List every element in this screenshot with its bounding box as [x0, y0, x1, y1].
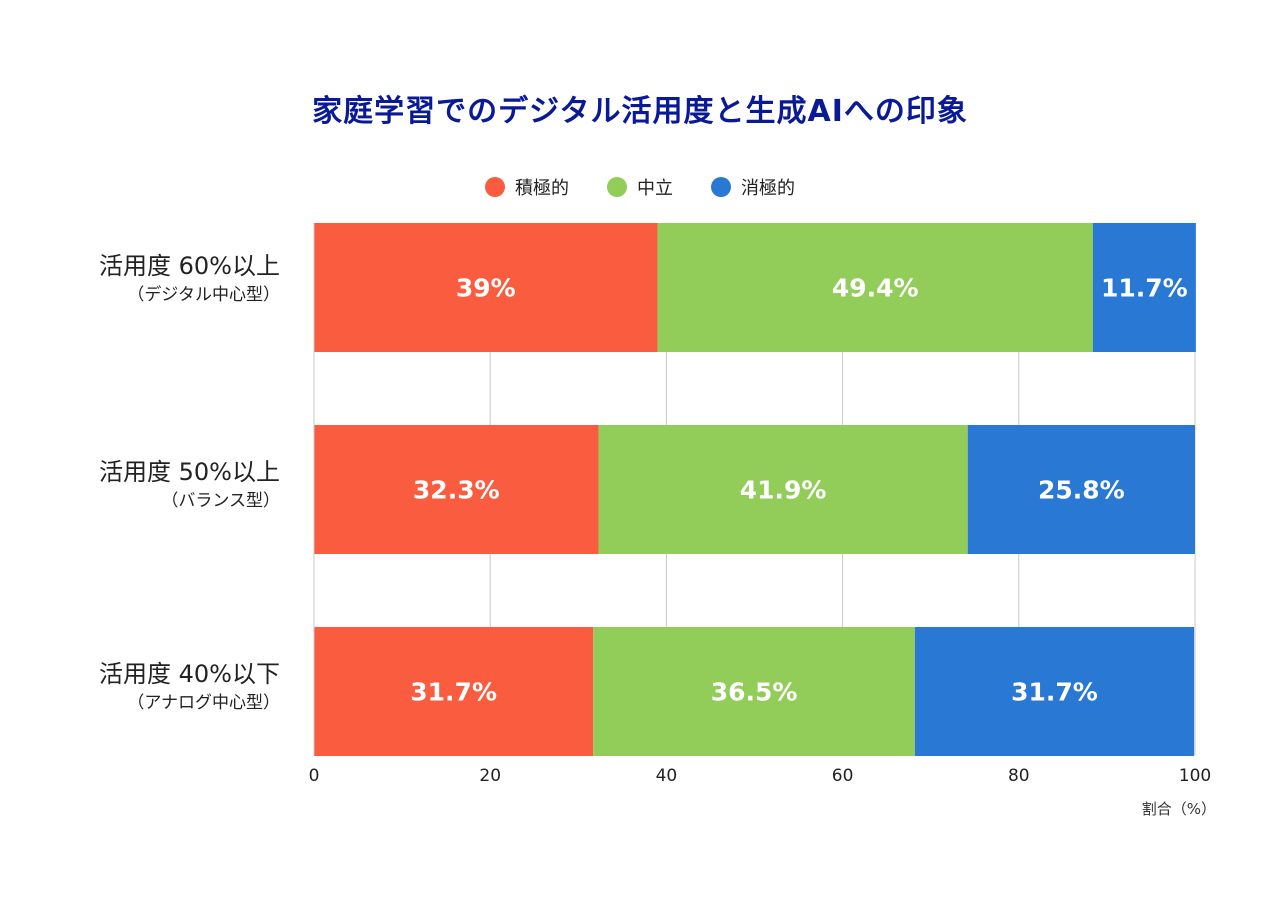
- data-label: 39%: [456, 274, 516, 303]
- category-label-main: 活用度 40%以下: [99, 660, 280, 688]
- legend: 積極的 中立 消極的: [0, 174, 1280, 200]
- legend-label-positive: 積極的: [515, 178, 569, 199]
- bar-segment: [967, 425, 1195, 554]
- legend-item-positive: 積極的: [485, 174, 569, 200]
- category-label-sub: （アナログ中心型）: [127, 693, 280, 713]
- data-label: 31.7%: [1011, 678, 1098, 707]
- legend-swatch-positive: [485, 177, 505, 197]
- x-tick-label: 100: [1179, 766, 1211, 786]
- bar-segment: [914, 627, 1195, 756]
- category-label-sub: （バランス型）: [161, 491, 280, 511]
- legend-item-negative: 消極的: [711, 174, 795, 200]
- data-label: 36.5%: [711, 678, 798, 707]
- bar-segment: [593, 627, 915, 756]
- x-tick-label: 0: [309, 766, 320, 786]
- category-label-main: 活用度 50%以上: [99, 458, 280, 486]
- category-label-low: 活用度 40%以下 （アナログ中心型）: [20, 658, 280, 716]
- x-tick-label: 40: [656, 766, 678, 786]
- bar-segment: [598, 425, 968, 554]
- data-label: 41.9%: [740, 476, 827, 505]
- legend-item-neutral: 中立: [607, 174, 673, 200]
- data-label: 25.8%: [1038, 476, 1125, 505]
- x-tick-label: 20: [479, 766, 501, 786]
- x-tick-label: 80: [1008, 766, 1030, 786]
- legend-label-negative: 消極的: [741, 178, 795, 199]
- bar-segment: [657, 223, 1093, 352]
- bar-segment: [1092, 223, 1196, 352]
- category-label-mid: 活用度 50%以上 （バランス型）: [20, 456, 280, 514]
- data-label: 31.7%: [410, 678, 497, 707]
- data-label: 49.4%: [832, 274, 919, 303]
- legend-label-neutral: 中立: [637, 178, 673, 199]
- data-label: 11.7%: [1101, 274, 1188, 303]
- bar-segment: [314, 223, 658, 352]
- legend-swatch-negative: [711, 177, 731, 197]
- data-label: 32.3%: [413, 476, 500, 505]
- chart-title: 家庭学習でのデジタル活用度と生成AIへの印象: [312, 94, 968, 129]
- category-label-main: 活用度 60%以上: [99, 252, 280, 280]
- bar-segment: [314, 627, 594, 756]
- category-label-sub: （デジタル中心型）: [127, 285, 280, 305]
- x-axis-title: 割合（%）: [1141, 800, 1216, 818]
- x-tick-label: 60: [832, 766, 854, 786]
- bar-segment: [314, 425, 599, 554]
- category-label-high: 活用度 60%以上 （デジタル中心型）: [20, 250, 280, 308]
- legend-swatch-neutral: [607, 177, 627, 197]
